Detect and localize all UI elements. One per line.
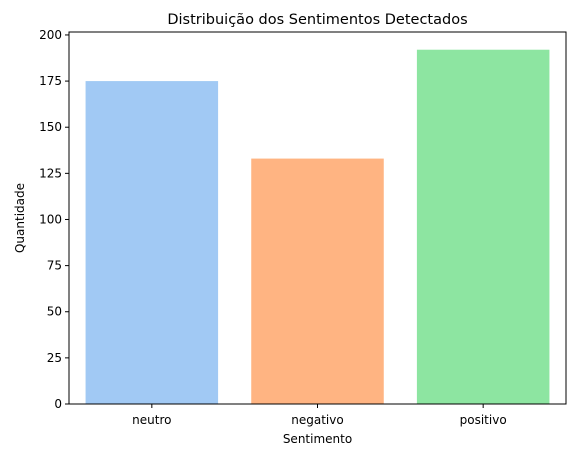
chart-title: Distribuição dos Sentimentos Detectados (167, 12, 467, 28)
plot-frame (68, 31, 567, 405)
y-axis: 0 25 50 75 100 125 150 175 200 (39, 28, 69, 411)
y-tick-label: 100 (39, 212, 62, 226)
x-axis: neutro negativo positivo (132, 404, 507, 427)
x-tick-label: negativo (291, 413, 343, 427)
x-axis-label: Sentimento (283, 432, 352, 446)
y-tick-label: 25 (47, 351, 62, 365)
y-tick-label: 125 (39, 166, 62, 180)
y-axis-label: Quantidade (13, 183, 27, 253)
y-tick-label: 75 (47, 259, 62, 273)
y-tick-label: 175 (39, 74, 62, 88)
bar-negativo (251, 158, 384, 404)
y-tick-label: 0 (54, 397, 62, 411)
bar-positivo (416, 49, 550, 404)
x-tick-label: positivo (460, 413, 507, 427)
y-tick-label: 150 (39, 120, 62, 134)
x-tick-label: neutro (132, 413, 171, 427)
y-tick-label: 200 (39, 28, 62, 42)
bar-neutro (85, 81, 219, 404)
bars-group (85, 49, 550, 404)
y-tick-label: 50 (47, 305, 62, 319)
